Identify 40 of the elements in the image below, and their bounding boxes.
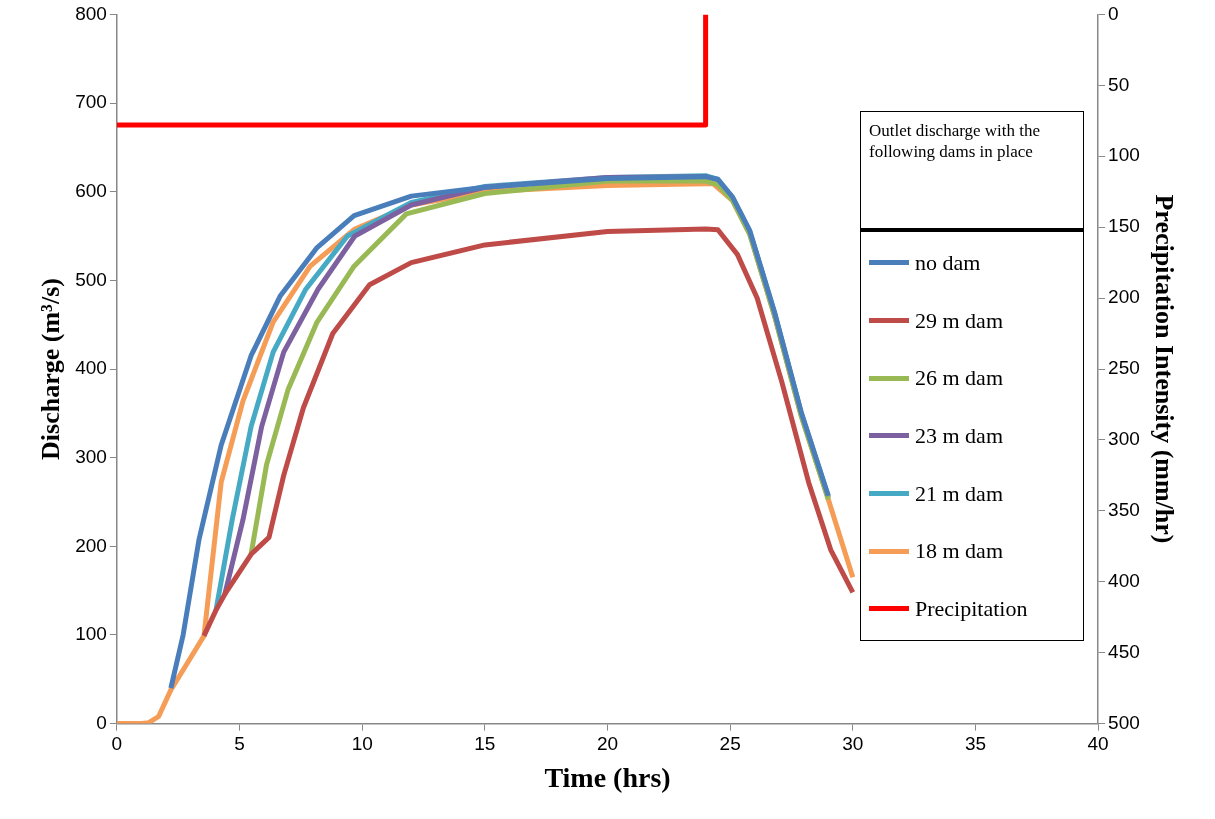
y-tick-label: 700 <box>75 91 107 113</box>
x-tick-label: 40 <box>1087 733 1109 755</box>
y-tick-label: 800 <box>75 2 107 24</box>
x-axis-title: Time (hrs) <box>544 762 671 794</box>
y2-tick-label: 100 <box>1108 144 1140 166</box>
y-tick-label: 0 <box>96 711 107 733</box>
y-tick-label: 100 <box>75 623 107 645</box>
y2-tick-label: 400 <box>1108 569 1140 591</box>
legend-label: 21 m dam <box>915 480 1003 507</box>
legend-label: 26 m dam <box>915 365 1003 392</box>
legend-label: Precipitation <box>915 595 1028 622</box>
x-tick-label: 30 <box>842 733 864 755</box>
x-tick-label: 35 <box>964 733 987 755</box>
y2-tick-label: 300 <box>1108 428 1140 450</box>
legend-label: 18 m dam <box>915 538 1003 565</box>
x-tick-label: 25 <box>719 733 741 755</box>
y2-tick-label: 350 <box>1108 499 1140 521</box>
y-axis-title: Discharge (m³/s) <box>36 278 66 460</box>
x-tick-label: 0 <box>111 733 123 755</box>
y-tick-label: 200 <box>75 534 107 556</box>
legend-label: 23 m dam <box>915 422 1003 449</box>
y2-tick-label: 50 <box>1108 73 1130 95</box>
y2-axis-title: Precipitation Intensity (mm/hr) <box>1149 194 1179 544</box>
y-tick-label: 600 <box>75 179 107 201</box>
y2-tick-label: 250 <box>1108 357 1140 379</box>
legend-label: no dam <box>915 249 981 276</box>
x-tick-label: 15 <box>474 733 496 755</box>
x-tick-label: 10 <box>351 733 373 755</box>
y2-tick-label: 200 <box>1108 286 1140 308</box>
x-tick-label: 20 <box>596 733 619 755</box>
legend-label: 29 m dam <box>915 307 1003 334</box>
y2-tick-label: 150 <box>1108 215 1140 237</box>
y2-tick-label: 0 <box>1108 2 1119 24</box>
y-tick-label: 400 <box>75 357 107 379</box>
y-tick-label: 500 <box>75 268 107 290</box>
y2-tick-label: 500 <box>1108 711 1140 733</box>
x-tick-label: 5 <box>234 733 245 755</box>
y-tick-label: 300 <box>75 445 107 467</box>
y2-tick-label: 450 <box>1108 640 1140 662</box>
legend-title: Outlet discharge with the following dams in place <box>860 111 1084 229</box>
